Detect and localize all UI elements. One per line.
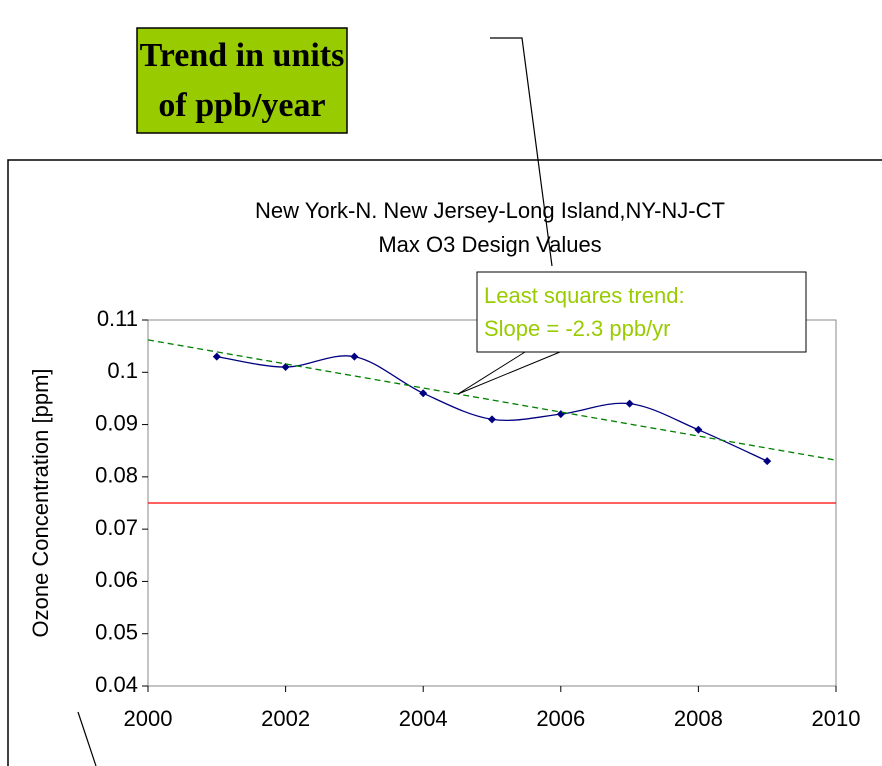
- x-tick-label: 2010: [812, 706, 861, 731]
- annotation-text: Slope = -2.3 ppb/yr: [484, 316, 671, 341]
- y-tick-label: 0.05: [95, 620, 138, 645]
- y-tick-label: 0.07: [95, 515, 138, 540]
- x-tick-label: 2008: [674, 706, 723, 731]
- y-tick-label: 0.09: [95, 410, 138, 435]
- pointer-line: [77, 711, 97, 766]
- callout-pointer: [490, 37, 553, 267]
- y-tick-label: 0.08: [95, 463, 138, 488]
- point: [281, 363, 290, 372]
- point: [625, 399, 634, 408]
- point: [763, 457, 772, 466]
- callout-box: [136, 27, 348, 134]
- annotation-box: [476, 271, 807, 353]
- x-tick-label: 2000: [124, 706, 173, 731]
- y-axis-label: Ozone Concentration [ppm]: [28, 368, 53, 637]
- point: [694, 425, 703, 434]
- callout-text: Trend in units: [140, 37, 345, 74]
- callout-text: of ppb/year: [158, 87, 325, 124]
- x-tick-label: 2006: [536, 706, 585, 731]
- x-tick-label: 2004: [399, 706, 448, 731]
- y-tick-label: 0.11: [97, 306, 138, 331]
- y-tick-label: 0.1: [107, 358, 138, 383]
- y-tick-label: 0.04: [95, 672, 138, 697]
- chart-title: Max O3 Design Values: [378, 232, 601, 257]
- point: [419, 389, 428, 398]
- annotation-text: Least squares trend:: [484, 283, 685, 308]
- point: [488, 415, 496, 424]
- x-tick-label: 2002: [261, 706, 310, 731]
- trend-line: [147, 339, 837, 461]
- y-tick-label: 0.06: [95, 567, 138, 592]
- chart-title: New York-N. New Jersey-Long Island,NY-NJ…: [255, 198, 725, 223]
- point: [212, 352, 221, 361]
- point: [350, 352, 359, 361]
- marks: 0.04 0.05 0.06 0.07 0.08 0.09 0.1 0.11 2000 2002 2…: [95, 306, 860, 731]
